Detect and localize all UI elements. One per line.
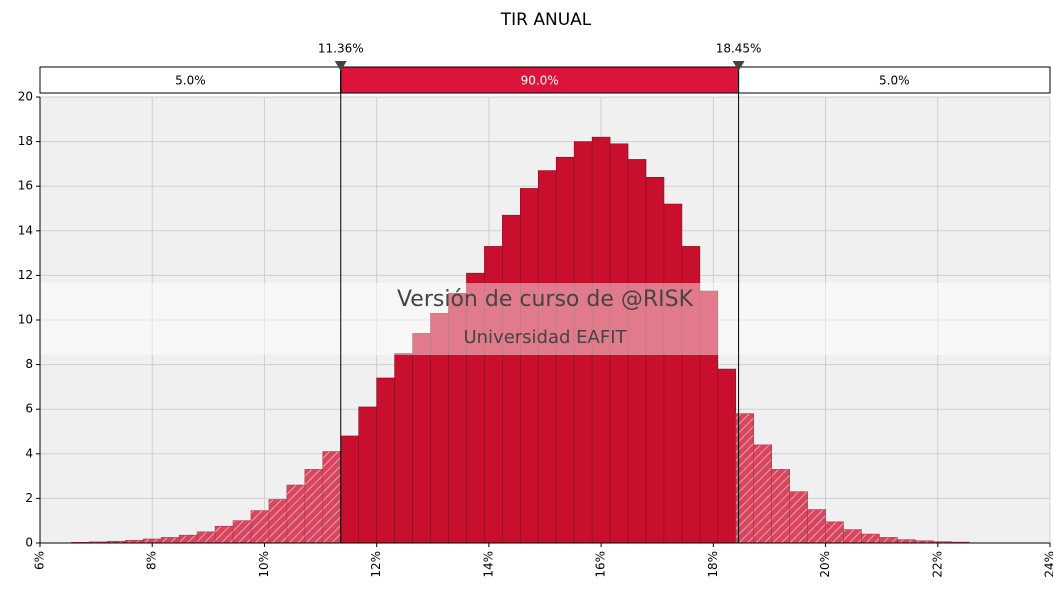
bar [645, 176, 665, 544]
watermark: Versión de curso de @RISK [397, 287, 694, 312]
y-tick-label: 14 [18, 223, 33, 237]
x-tick-label: 24% [1043, 551, 1053, 578]
bar [232, 520, 252, 544]
y-tick-label: 20 [18, 90, 33, 104]
y-tick-label: 12 [18, 268, 33, 282]
bar [376, 377, 395, 544]
bar [717, 368, 737, 544]
bar [897, 539, 916, 544]
bar [520, 188, 539, 544]
marker-triangle [334, 61, 347, 71]
region-label: 5.0% [879, 74, 910, 88]
y-tick-label: 2 [25, 491, 33, 505]
bar [250, 510, 270, 544]
x-tick-label: 12% [369, 551, 383, 578]
marker-triangle [732, 61, 745, 71]
bar [214, 525, 234, 544]
marker-label: 11.36% [318, 42, 364, 56]
x-tick-label: 10% [257, 551, 271, 578]
bar [879, 537, 898, 544]
region-label: 90.0% [521, 74, 559, 88]
bar [394, 353, 413, 544]
y-tick-label: 8 [25, 357, 33, 371]
bar [268, 499, 288, 544]
bar [340, 435, 360, 544]
marker-label: 18.45% [716, 42, 762, 56]
region [39, 66, 342, 94]
region-label: 5.0% [175, 74, 206, 88]
bar [807, 509, 826, 544]
bar [160, 537, 180, 544]
bar [304, 469, 324, 544]
y-tick-label: 16 [18, 179, 33, 193]
bar [286, 484, 306, 544]
bar [142, 538, 162, 544]
bar [322, 451, 342, 544]
x-tick-label: 8% [145, 551, 159, 570]
bar [502, 214, 521, 544]
x-tick-label: 20% [818, 551, 832, 578]
x-tick-label: 22% [930, 551, 944, 578]
bar [196, 531, 216, 544]
watermark: Universidad EAFIT [463, 327, 627, 348]
y-tick-label: 6 [25, 402, 33, 416]
chart-title: TIR ANUAL [500, 10, 592, 30]
bar [771, 469, 790, 544]
bar [861, 533, 880, 544]
bar [789, 491, 808, 544]
y-tick-label: 10 [18, 313, 33, 327]
bar [178, 534, 198, 544]
x-tick-label: 16% [594, 551, 608, 578]
x-tick-label: 6% [33, 551, 47, 570]
x-tick-label: 14% [481, 551, 495, 578]
bar [825, 521, 844, 544]
y-tick-label: 0 [25, 536, 33, 550]
bar [537, 170, 557, 544]
bar [843, 529, 862, 544]
y-tick-label: 4 [25, 446, 33, 460]
bar [753, 444, 772, 544]
y-tick-label: 18 [18, 134, 33, 148]
bar [412, 333, 431, 544]
bar [358, 406, 377, 544]
watermark-band [40, 283, 1050, 355]
bar [663, 203, 683, 544]
x-tick-label: 18% [706, 551, 720, 578]
region [340, 66, 740, 94]
